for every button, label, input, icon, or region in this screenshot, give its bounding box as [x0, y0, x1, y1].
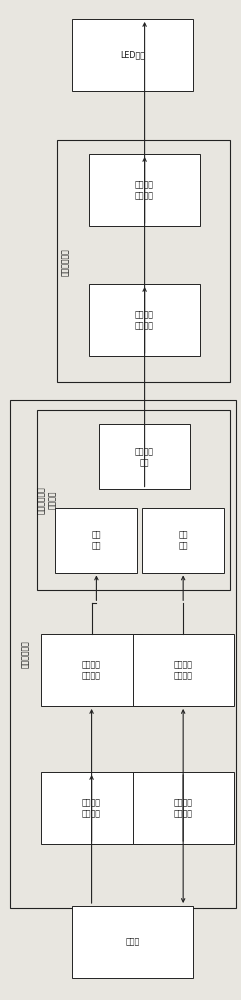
FancyBboxPatch shape: [142, 508, 224, 572]
Text: LED灯组: LED灯组: [120, 50, 145, 60]
Text: 逻辑处理单元: 逻辑处理单元: [60, 248, 70, 276]
FancyBboxPatch shape: [99, 424, 190, 489]
Text: 逻辑处理
电路单元: 逻辑处理 电路单元: [135, 310, 154, 330]
Text: 解调
单元: 解调 单元: [178, 530, 188, 550]
FancyBboxPatch shape: [55, 508, 137, 572]
Text: 信号放大
电路单元: 信号放大 电路单元: [174, 660, 193, 680]
FancyBboxPatch shape: [133, 634, 234, 706]
Text: 红外接收
电路单元: 红外接收 电路单元: [174, 798, 193, 818]
Text: 握握手: 握握手: [125, 938, 140, 946]
FancyBboxPatch shape: [89, 154, 200, 226]
FancyBboxPatch shape: [133, 772, 234, 844]
FancyBboxPatch shape: [72, 19, 193, 91]
Text: 驱动放大
电路单元: 驱动放大 电路单元: [82, 660, 101, 680]
Text: 红外收发模块: 红外收发模块: [21, 640, 30, 668]
FancyBboxPatch shape: [72, 906, 193, 978]
Text: 调制
单元: 调制 单元: [92, 530, 101, 550]
Text: 电压控制
电路单元: 电压控制 电路单元: [135, 180, 154, 200]
Text: 红外调制解调
电路单元: 红外调制解调 电路单元: [37, 486, 57, 514]
Text: 逻辑输出
单元: 逻辑输出 单元: [135, 447, 154, 467]
Text: 红外发射
电路单元: 红外发射 电路单元: [82, 798, 101, 818]
FancyBboxPatch shape: [41, 634, 142, 706]
FancyBboxPatch shape: [89, 284, 200, 356]
FancyBboxPatch shape: [41, 772, 142, 844]
